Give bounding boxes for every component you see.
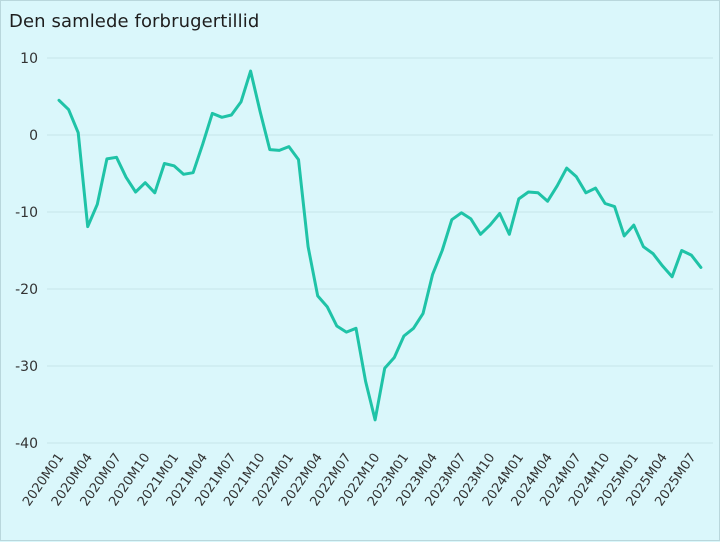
data-point [238,99,244,105]
data-point [468,216,474,222]
data-point [209,110,215,116]
data-point [478,231,484,237]
data-point [142,180,148,186]
data-point [458,210,464,216]
data-point [420,311,426,317]
data-point [679,248,685,254]
data-point [75,130,81,136]
data-point [660,263,666,269]
chart-title: Den samlede forbrugertillid [9,11,260,32]
data-point [315,293,321,299]
data-point [353,325,359,331]
data-point [324,304,330,310]
data-point [85,224,91,230]
y-tick-label: 10 [20,51,38,67]
data-point [152,190,158,196]
data-point [430,271,436,277]
data-point [161,160,167,166]
data-point [104,156,110,162]
data-point [171,163,177,169]
data-point [267,147,273,153]
data-point [573,174,579,180]
data-point [439,248,445,254]
data-point [554,183,560,189]
data-point [391,355,397,361]
data-point [382,365,388,371]
data-point [631,222,637,228]
data-point [66,107,72,113]
data-point [650,251,656,257]
y-axis: 10 0 -10 -20 -30 -40 [15,51,38,452]
data-point [286,144,292,150]
data-point [602,201,608,207]
y-tick-label: -20 [15,282,38,298]
data-point [621,233,627,239]
data-point [545,198,551,204]
data-point [516,196,522,202]
data-point [296,157,302,163]
y-tick-label: -40 [15,436,38,452]
data-point [190,170,196,176]
gridlines [47,57,713,444]
series-line [57,69,703,422]
x-axis: 2020M012020M042020M072020M102021M012021M… [20,451,699,509]
data-point [506,231,512,237]
data-point [688,252,694,258]
data-point [200,141,206,147]
data-point [334,323,340,329]
data-point [401,333,407,339]
data-point [133,189,139,195]
data-point [219,114,225,120]
data-point [363,378,369,384]
data-point [56,97,62,103]
data-point [612,204,618,210]
data-point [640,244,646,250]
data-point [276,147,282,153]
data-point [410,325,416,331]
data-point [257,109,263,115]
data-point [372,417,378,423]
series-layer [56,68,704,423]
data-point [497,211,503,217]
data-point [305,244,311,250]
data-point [535,190,541,196]
y-tick-label: -10 [15,205,38,221]
y-tick-label: -30 [15,359,38,375]
data-point [449,217,455,223]
data-point [564,165,570,171]
y-tick-label: 0 [29,128,38,144]
data-point [94,201,100,207]
data-point [592,185,598,191]
data-point [248,68,254,74]
data-point [343,329,349,335]
data-point [487,222,493,228]
data-point [181,171,187,177]
data-point [583,190,589,196]
data-point [123,174,129,180]
data-point [669,274,675,280]
data-point [525,189,531,195]
data-point [698,264,704,270]
data-point [113,154,119,160]
data-point [228,112,234,118]
